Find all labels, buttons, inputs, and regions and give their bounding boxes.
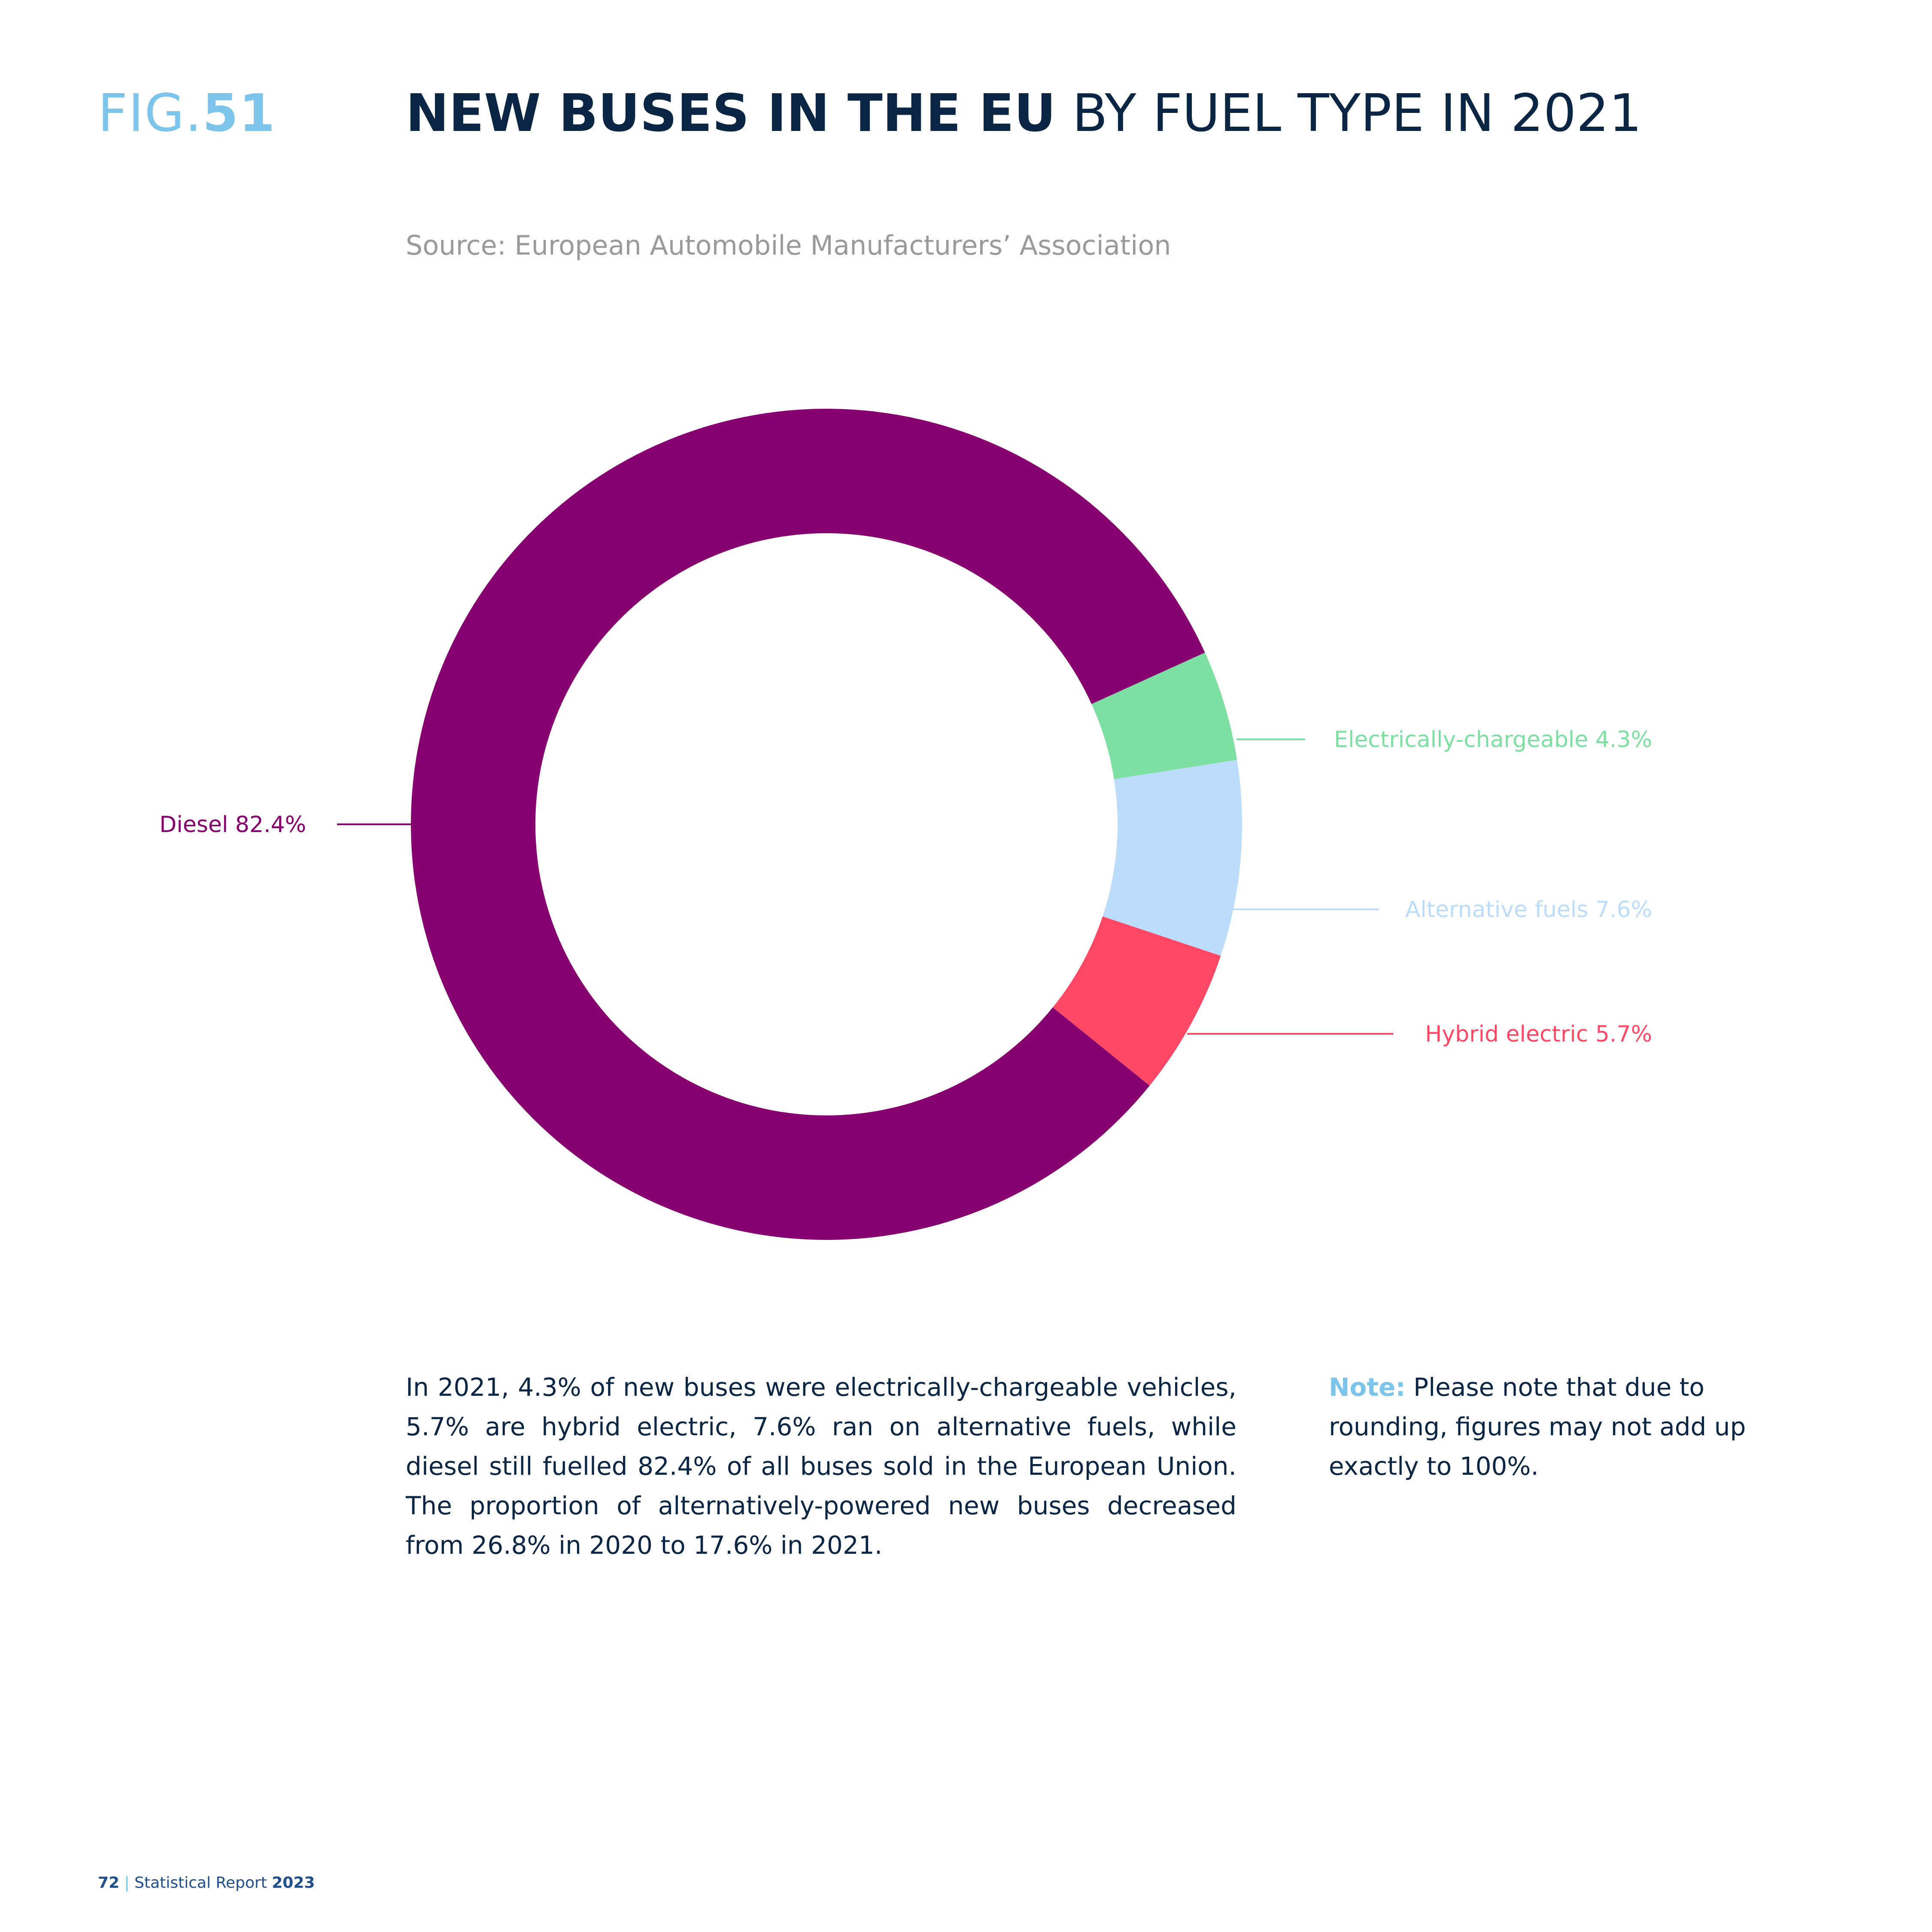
chart-source: Source: European Automobile Manufacturer…	[406, 230, 1171, 261]
footer-separator: |	[119, 1874, 135, 1892]
note-text: Please note that due to rounding, figure…	[1329, 1373, 1746, 1481]
label-alternative-fuels: Alternative fuels 7.6%	[1405, 897, 1652, 923]
report-year: 2023	[272, 1874, 315, 1892]
figure-number-value: 51	[202, 84, 276, 143]
page-footer: 72 | Statistical Report 2023	[98, 1874, 315, 1892]
figure-prefix: FIG.	[98, 84, 203, 143]
note: Note: Please note that due to rounding, …	[1329, 1367, 1823, 1486]
label-diesel: Diesel 82.4%	[159, 812, 306, 838]
slice-diesel	[410, 408, 1205, 1240]
slice-alternative-fuels	[1103, 759, 1242, 956]
label-electrically-chargeable: Electrically-chargeable 4.3%	[1334, 727, 1652, 753]
page-number: 72	[98, 1874, 120, 1892]
donut-chart: Diesel 82.4% Electrically-chargeable 4.3%…	[159, 408, 1652, 1240]
figure-number: FIG.51	[98, 88, 276, 140]
note-label: Note:	[1329, 1373, 1406, 1402]
body-paragraph: In 2021, 4.3% of new buses were electric…	[406, 1373, 1236, 1560]
slice-hybrid-electric	[1053, 916, 1221, 1086]
chart-title: NEW BUSES IN THE EU BY FUEL TYPE IN 2021	[406, 88, 1642, 140]
report-name: Statistical Report	[134, 1874, 272, 1892]
chart-title-bold: NEW BUSES IN THE EU	[406, 84, 1056, 143]
label-hybrid-electric: Hybrid electric 5.7%	[1425, 1021, 1652, 1047]
chart-title-regular: BY FUEL TYPE IN 2021	[1056, 84, 1642, 143]
slice-electrically-chargeable	[1091, 653, 1237, 779]
